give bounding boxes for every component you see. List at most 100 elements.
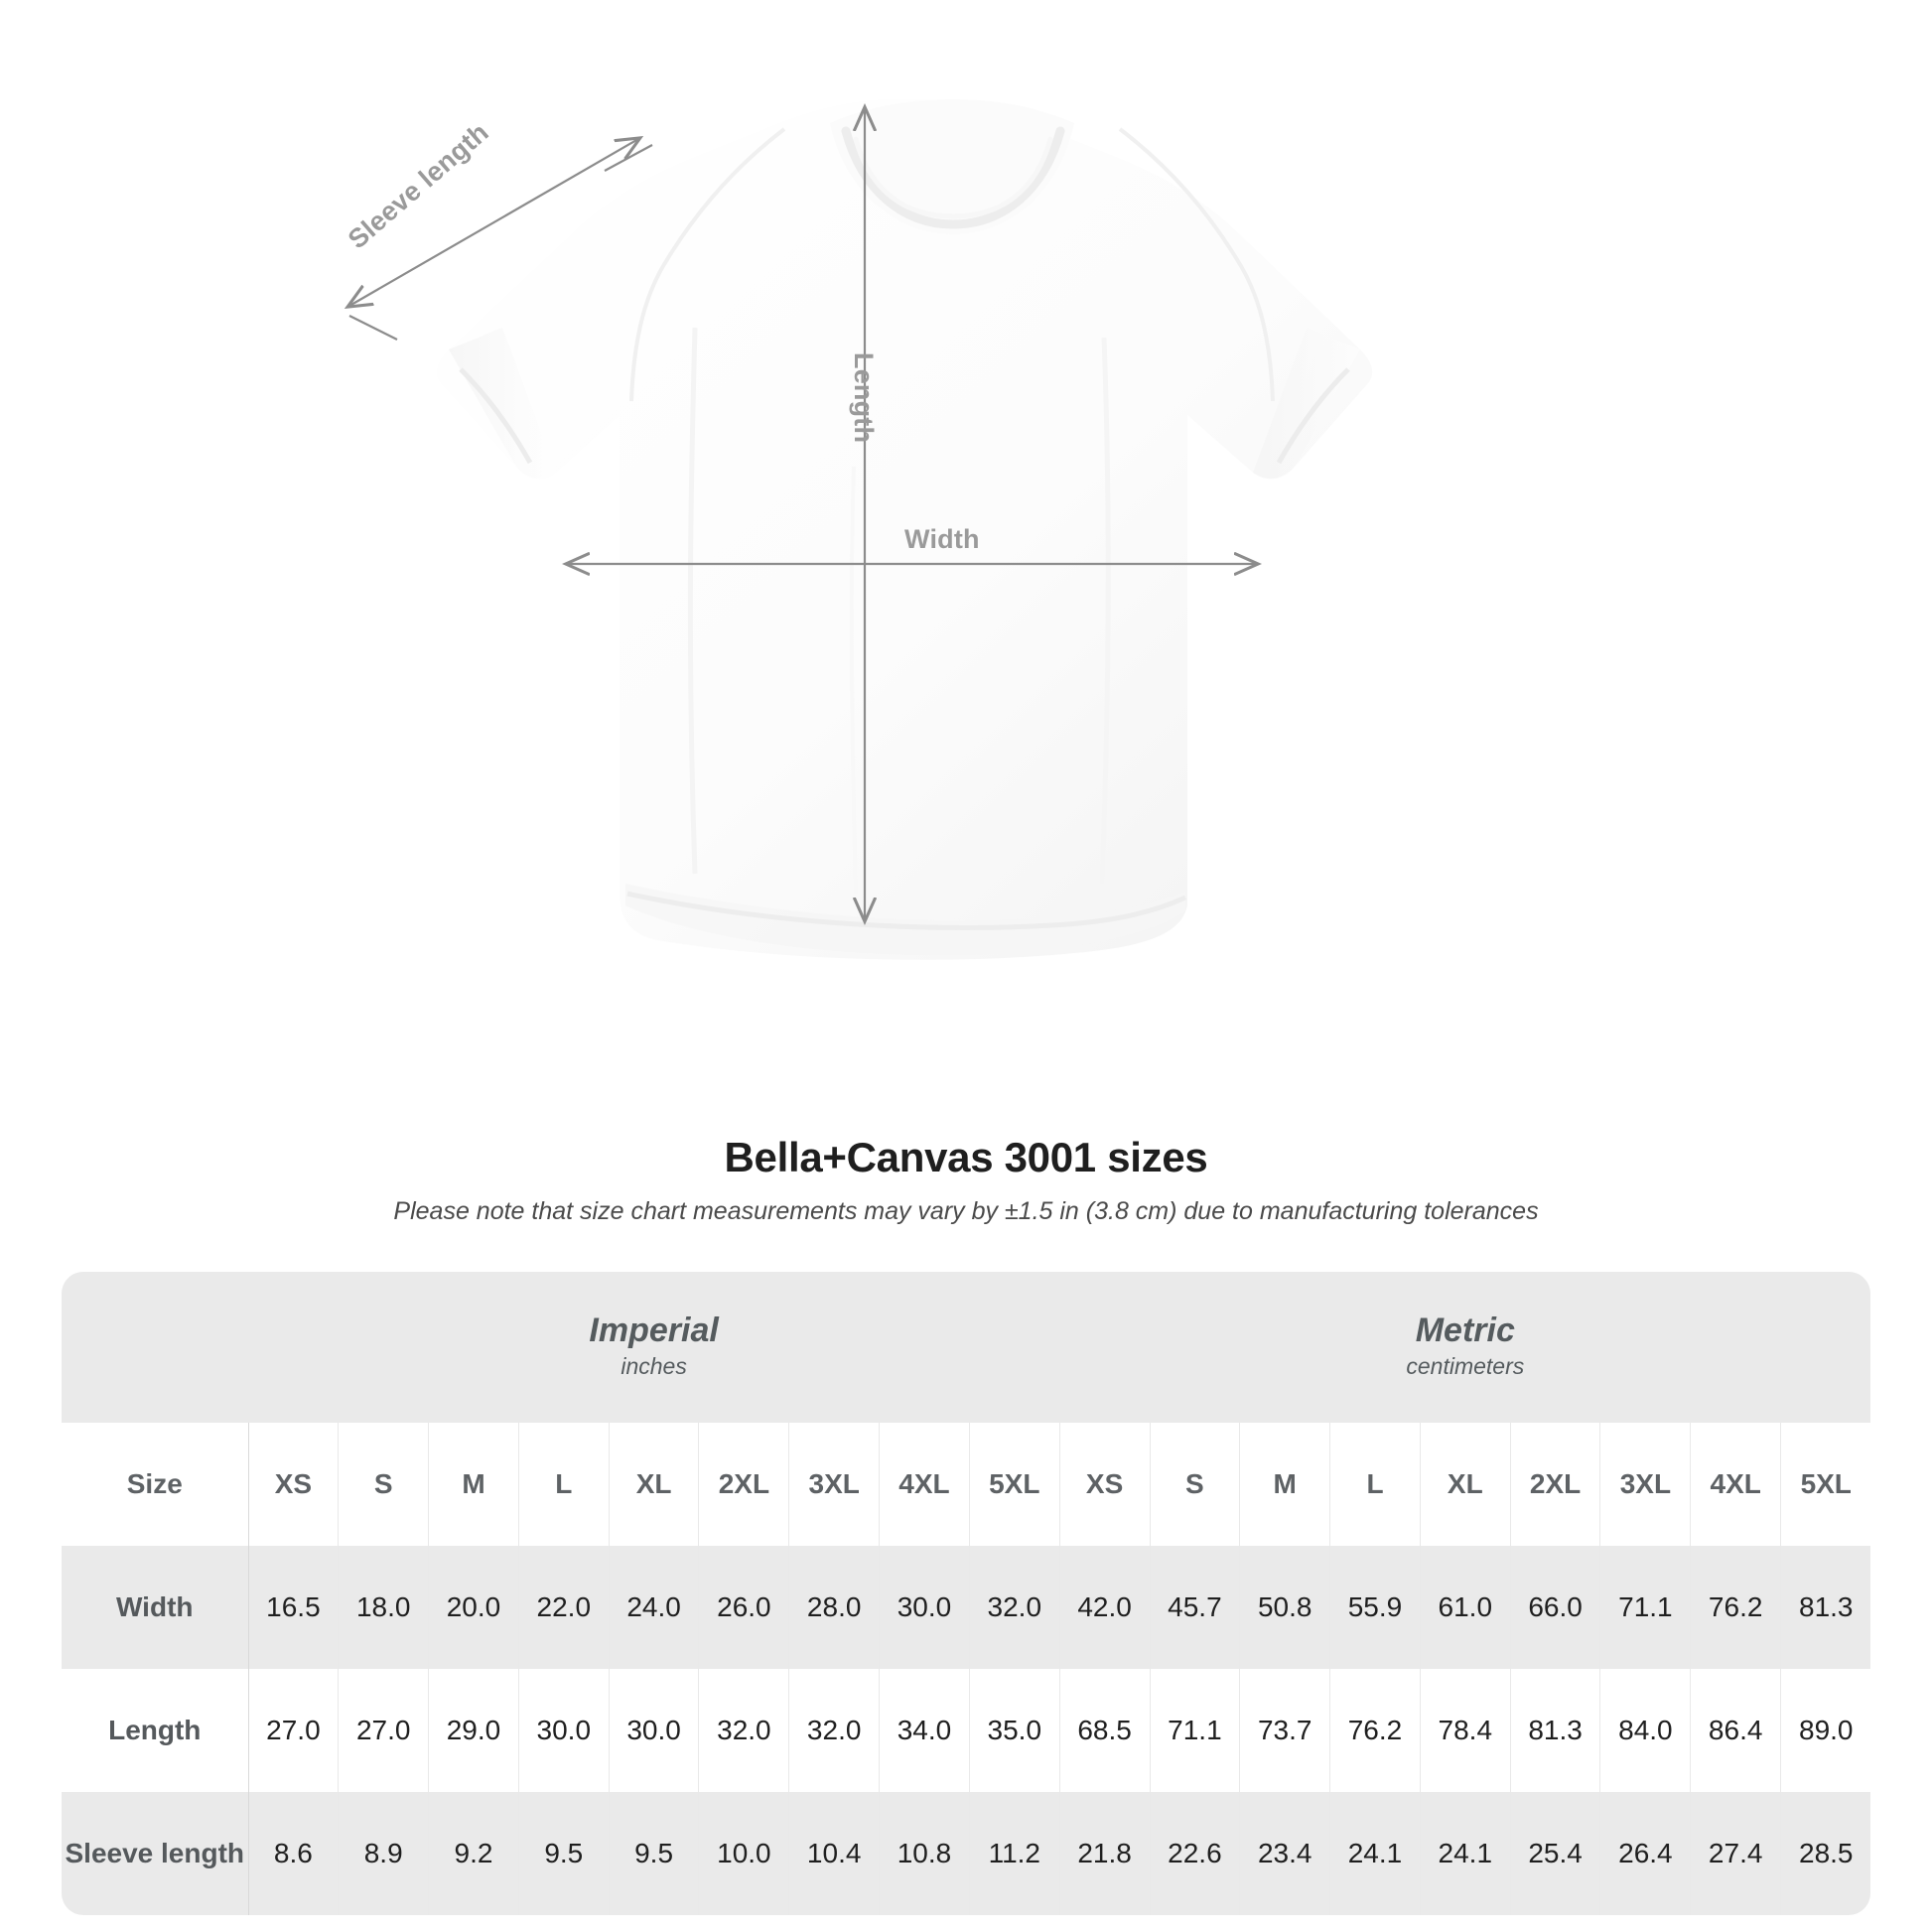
size-col-metric-3xl: 3XL (1599, 1423, 1692, 1546)
unit-corner-cell (62, 1272, 248, 1423)
page-title: Bella+Canvas 3001 sizes (724, 1134, 1208, 1180)
cell-width-imperial-4xl: 30.0 (879, 1546, 970, 1669)
cell-width-imperial-l: 22.0 (518, 1546, 610, 1669)
size-col-imperial-4xl: 4XL (879, 1423, 970, 1546)
length-label: Length (849, 352, 879, 444)
cell-length-metric-s: 71.1 (1150, 1669, 1241, 1792)
cell-length-metric-xs: 68.5 (1058, 1669, 1151, 1792)
size-col-metric-s: S (1150, 1423, 1241, 1546)
size-col-imperial-3xl: 3XL (788, 1423, 881, 1546)
cell-length-imperial-l: 30.0 (518, 1669, 610, 1792)
cell-length-metric-5xl: 89.0 (1780, 1669, 1871, 1792)
cell-width-metric-5xl: 81.3 (1780, 1546, 1871, 1669)
cell-sleeve-imperial-xl: 9.5 (609, 1792, 700, 1915)
cell-width-imperial-xl: 24.0 (609, 1546, 700, 1669)
cell-length-imperial-m: 29.0 (428, 1669, 519, 1792)
cell-width-imperial-xs: 16.5 (248, 1546, 340, 1669)
tshirt-svg (0, 99, 1373, 960)
cell-sleeve-imperial-4xl: 10.8 (879, 1792, 970, 1915)
cell-width-imperial-m: 20.0 (428, 1546, 519, 1669)
cell-width-imperial-2xl: 26.0 (698, 1546, 790, 1669)
cell-length-metric-3xl: 84.0 (1599, 1669, 1692, 1792)
sleeve-length-dimension (349, 139, 653, 341)
cell-sleeve-metric-s: 22.6 (1150, 1792, 1241, 1915)
cell-sleeve-metric-5xl: 28.5 (1780, 1792, 1871, 1915)
size-table: Imperial inches Metric centimeters Size … (62, 1272, 1871, 1915)
cell-width-metric-2xl: 66.0 (1510, 1546, 1601, 1669)
cell-sleeve-imperial-xs: 8.6 (248, 1792, 340, 1915)
cell-length-metric-l: 76.2 (1329, 1669, 1421, 1792)
cell-length-imperial-4xl: 34.0 (879, 1669, 970, 1792)
cell-sleeve-metric-xl: 24.1 (1420, 1792, 1511, 1915)
cell-sleeve-metric-l: 24.1 (1329, 1792, 1421, 1915)
size-col-imperial-2xl: 2XL (698, 1423, 790, 1546)
size-col-imperial-l: L (518, 1423, 610, 1546)
size-col-metric-xs: XS (1058, 1423, 1151, 1546)
size-col-imperial-xl: XL (609, 1423, 700, 1546)
tshirt-illustration: Sleeve length Length Width (0, 99, 1373, 960)
cell-width-metric-4xl: 76.2 (1690, 1546, 1782, 1669)
unit-name-imperial: Imperial (589, 1311, 719, 1350)
cell-width-metric-3xl: 71.1 (1599, 1546, 1692, 1669)
cell-width-metric-m: 50.8 (1239, 1546, 1331, 1669)
tolerance-note: Please note that size chart measurements… (393, 1197, 1539, 1225)
cell-width-metric-xs: 42.0 (1058, 1546, 1151, 1669)
cell-sleeve-imperial-m: 9.2 (428, 1792, 519, 1915)
cell-width-metric-s: 45.7 (1150, 1546, 1241, 1669)
unit-group-imperial: Imperial inches (248, 1272, 1060, 1423)
cell-length-imperial-xl: 30.0 (609, 1669, 700, 1792)
cell-width-metric-xl: 61.0 (1420, 1546, 1511, 1669)
cell-sleeve-imperial-l: 9.5 (518, 1792, 610, 1915)
cell-sleeve-metric-3xl: 26.4 (1599, 1792, 1692, 1915)
cell-sleeve-metric-4xl: 27.4 (1690, 1792, 1782, 1915)
cell-sleeve-imperial-5xl: 11.2 (969, 1792, 1060, 1915)
size-col-imperial-xs: XS (248, 1423, 340, 1546)
unit-sub-imperial: inches (621, 1353, 687, 1380)
caption-block: Bella+Canvas 3001 sizes Please note that… (0, 1134, 1932, 1226)
size-col-metric-xl: XL (1420, 1423, 1511, 1546)
width-label: Width (904, 524, 980, 554)
size-col-imperial-s: S (338, 1423, 430, 1546)
cell-sleeve-metric-2xl: 25.4 (1510, 1792, 1601, 1915)
size-col-metric-2xl: 2XL (1510, 1423, 1601, 1546)
cell-length-imperial-s: 27.0 (338, 1669, 430, 1792)
cell-length-metric-xl: 78.4 (1420, 1669, 1511, 1792)
cell-width-imperial-3xl: 28.0 (788, 1546, 881, 1669)
cell-width-imperial-5xl: 32.0 (969, 1546, 1060, 1669)
size-col-imperial-m: M (428, 1423, 519, 1546)
unit-sub-metric: centimeters (1406, 1353, 1525, 1380)
unit-group-metric: Metric centimeters (1059, 1272, 1871, 1423)
tshirt-body-shape (436, 99, 1373, 960)
row-label-sleeve-length: Sleeve length (62, 1792, 249, 1915)
size-col-metric-4xl: 4XL (1690, 1423, 1782, 1546)
cell-length-imperial-5xl: 35.0 (969, 1669, 1060, 1792)
size-col-imperial-5xl: 5XL (969, 1423, 1060, 1546)
cell-sleeve-imperial-s: 8.9 (338, 1792, 430, 1915)
size-header-label: Size (62, 1423, 249, 1546)
row-label-length: Length (62, 1669, 249, 1792)
unit-name-metric: Metric (1415, 1311, 1515, 1350)
size-header-row: Size XS S M L XL 2XL 3XL 4XL 5XL XS S M … (62, 1423, 1871, 1546)
cell-sleeve-imperial-3xl: 10.4 (788, 1792, 881, 1915)
cell-sleeve-metric-m: 23.4 (1239, 1792, 1331, 1915)
table-row: Sleeve length 8.6 8.9 9.2 9.5 9.5 10.0 1… (62, 1792, 1871, 1915)
size-col-metric-5xl: 5XL (1780, 1423, 1871, 1546)
size-col-metric-l: L (1329, 1423, 1421, 1546)
size-col-metric-m: M (1239, 1423, 1331, 1546)
table-row: Width 16.5 18.0 20.0 22.0 24.0 26.0 28.0… (62, 1546, 1871, 1669)
cell-length-metric-2xl: 81.3 (1510, 1669, 1601, 1792)
size-table-wrapper: Imperial inches Metric centimeters Size … (62, 1272, 1871, 1915)
cell-width-imperial-s: 18.0 (338, 1546, 430, 1669)
cell-length-imperial-3xl: 32.0 (788, 1669, 881, 1792)
row-label-width: Width (62, 1546, 249, 1669)
cell-width-metric-l: 55.9 (1329, 1546, 1421, 1669)
cell-length-metric-m: 73.7 (1239, 1669, 1331, 1792)
cell-sleeve-metric-xs: 21.8 (1058, 1792, 1151, 1915)
cell-length-imperial-2xl: 32.0 (698, 1669, 790, 1792)
unit-group-row: Imperial inches Metric centimeters (62, 1272, 1871, 1423)
cell-sleeve-imperial-2xl: 10.0 (698, 1792, 790, 1915)
cell-length-metric-4xl: 86.4 (1690, 1669, 1782, 1792)
cell-length-imperial-xs: 27.0 (248, 1669, 340, 1792)
table-row: Length 27.0 27.0 29.0 30.0 30.0 32.0 32.… (62, 1669, 1871, 1792)
